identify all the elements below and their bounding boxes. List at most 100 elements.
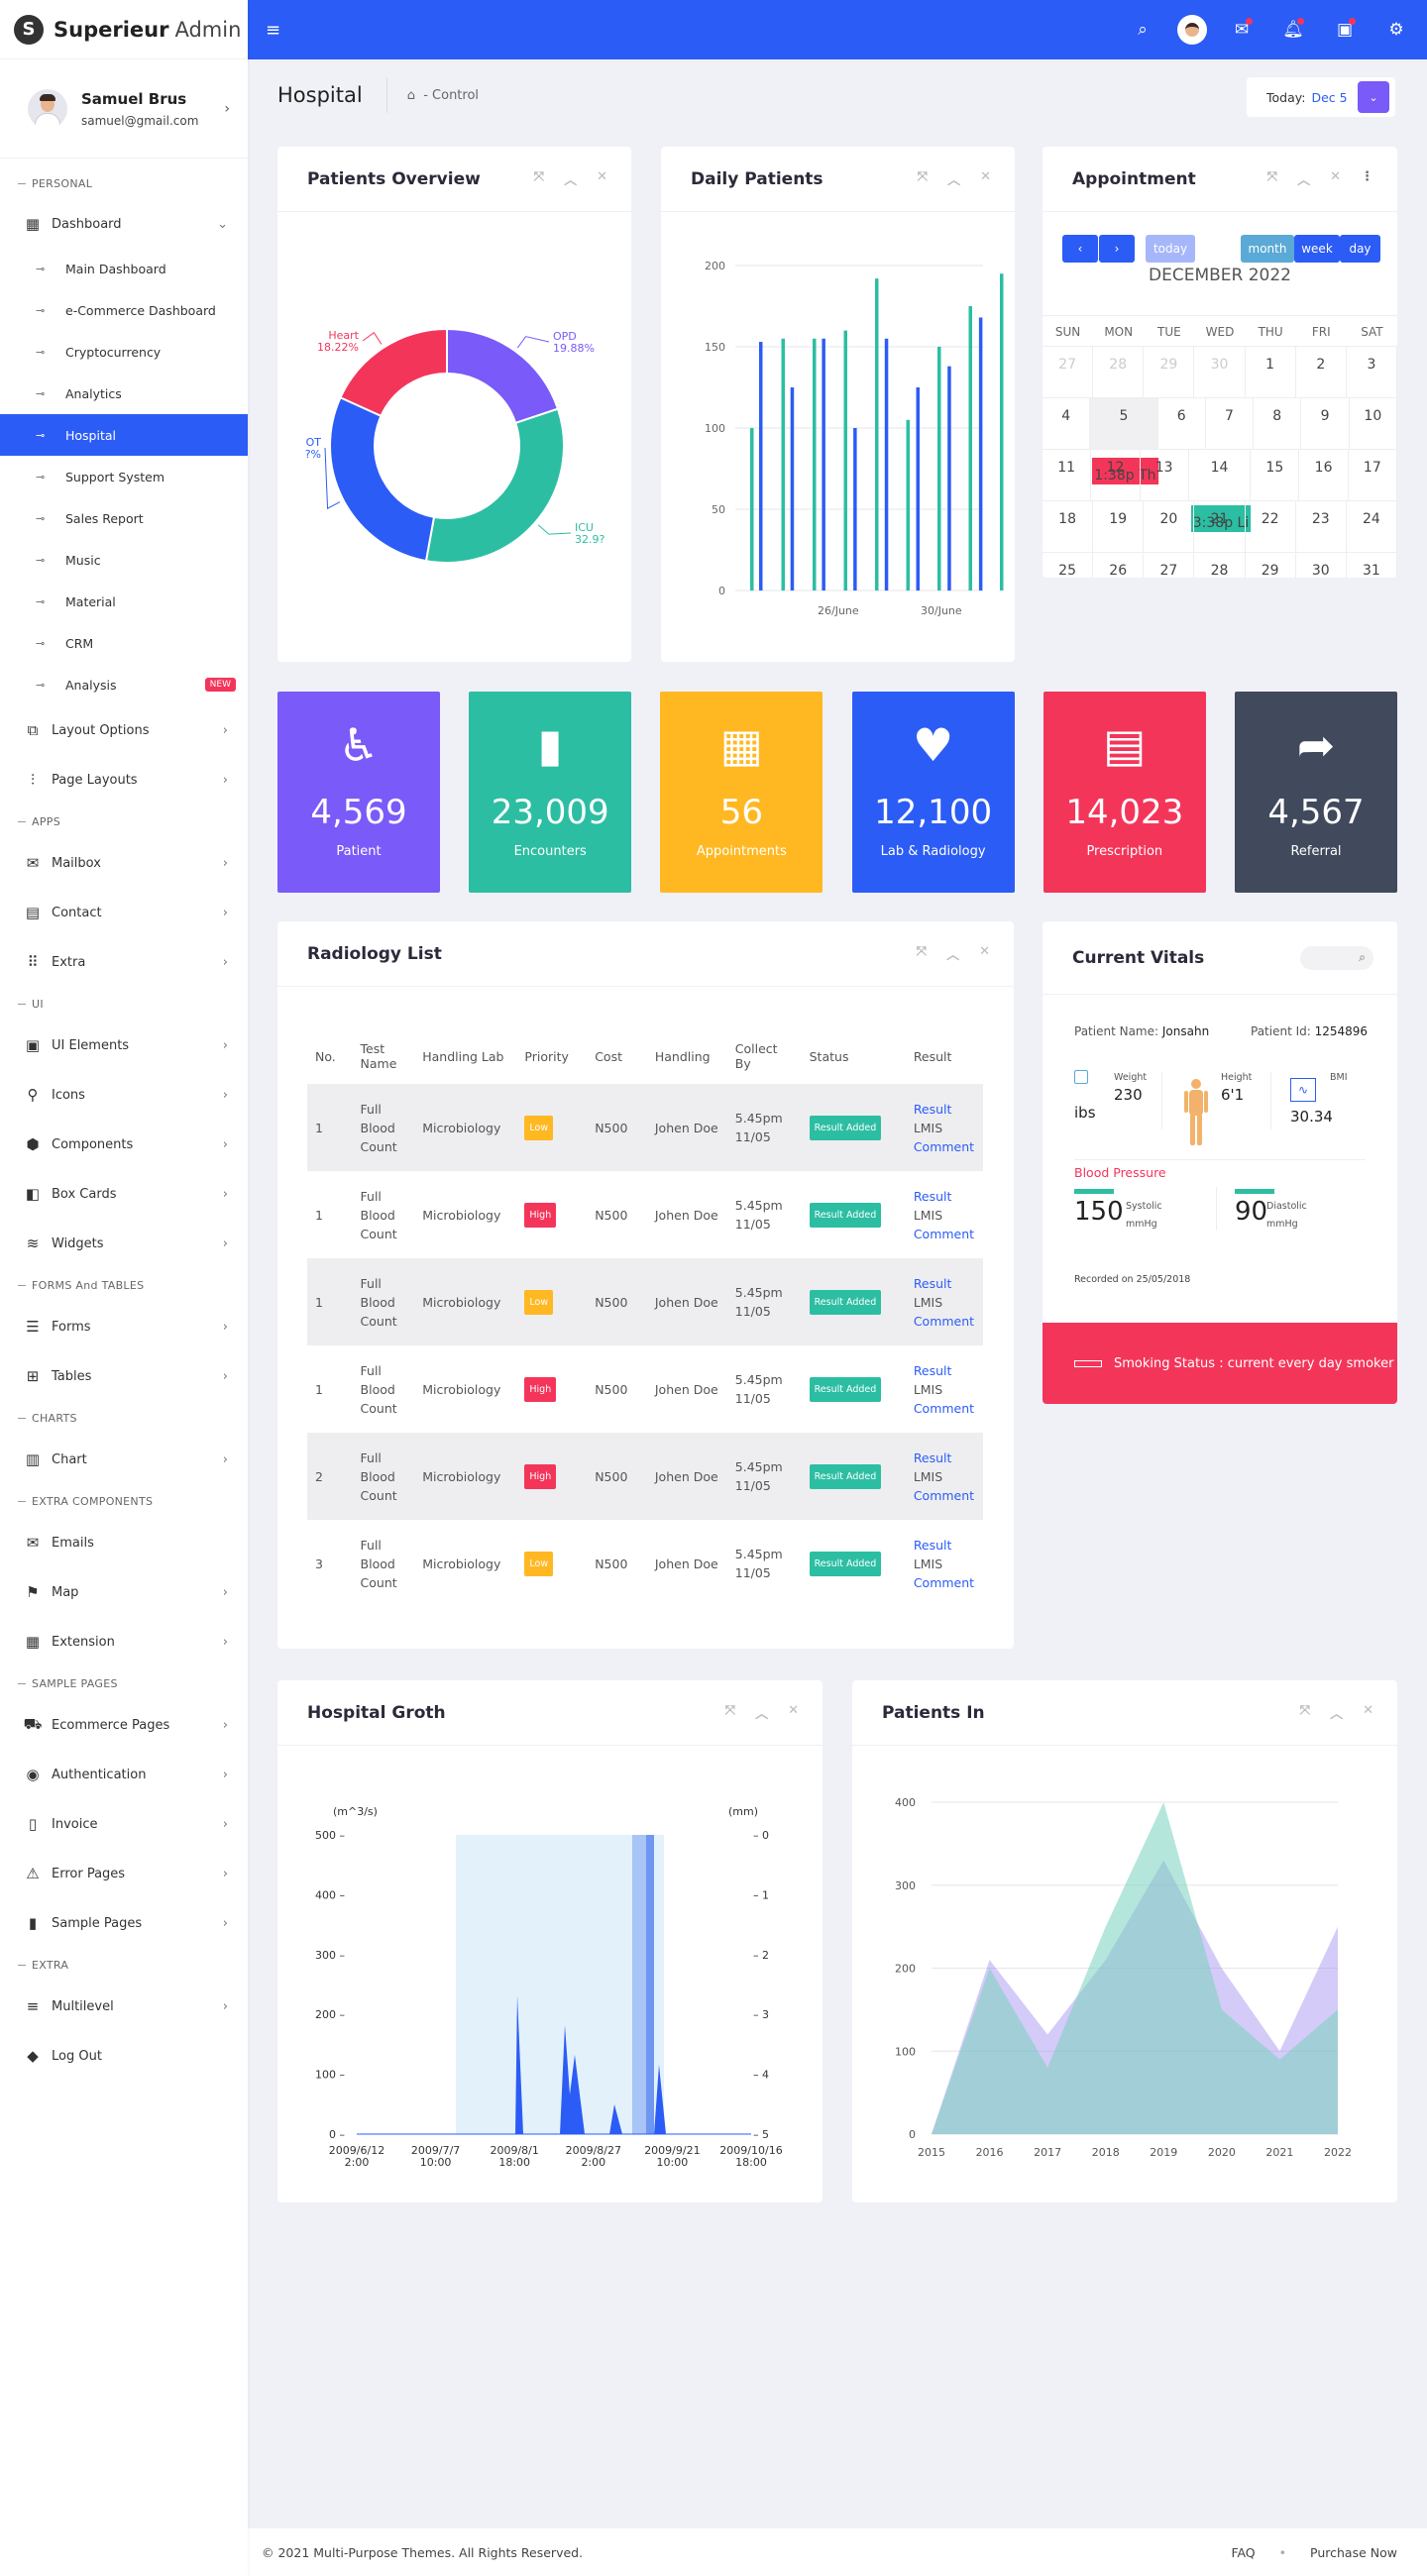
result-link[interactable]: Result <box>913 1275 952 1291</box>
comment-link[interactable]: Comment <box>913 1487 975 1503</box>
brand[interactable]: S Superieur Admin <box>0 0 248 59</box>
calendar-day[interactable]: 3 <box>1347 347 1397 397</box>
avatar[interactable] <box>1177 15 1207 45</box>
calendar-prev-button[interactable]: ‹ <box>1062 235 1098 263</box>
date-picker[interactable]: Today: Dec 5 ⌄ <box>1247 77 1395 117</box>
close-icon[interactable]: ✕ <box>979 944 990 959</box>
calendar-day[interactable]: 4 <box>1043 398 1091 449</box>
sidebar-subitem-material[interactable]: ⊸ Material <box>0 581 248 622</box>
chevron-down-icon[interactable]: ⌄ <box>1358 81 1389 113</box>
expand-icon[interactable]: ⤧ <box>917 169 929 184</box>
calendar-day[interactable]: 27 <box>1144 553 1195 578</box>
stat-tile[interactable]: ▤ 14,023 Prescription <box>1043 692 1206 893</box>
close-icon[interactable]: ✕ <box>980 169 991 184</box>
calendar-day[interactable]: 29 <box>1246 553 1296 578</box>
calendar-day[interactable]: 14 3:38p Li <box>1189 450 1253 532</box>
sidebar-item-error-pages[interactable]: ⚠ Error Pages › <box>0 1849 248 1898</box>
collapse-icon[interactable]: ︿ <box>1297 173 1311 188</box>
sidebar-item-multilevel[interactable]: ≡ Multilevel › <box>0 1982 248 2031</box>
sidebar-item-invoice[interactable]: ▯ Invoice › <box>0 1799 248 1849</box>
calendar-day[interactable]: 24 <box>1347 501 1397 552</box>
sidebar-subitem-ecommerce-dashboard[interactable]: ⊸ e-Commerce Dashboard <box>0 289 248 331</box>
sidebar-subitem-sales-report[interactable]: ⊸ Sales Report <box>0 497 248 539</box>
calendar-day[interactable]: 28 <box>1194 553 1246 578</box>
search-input[interactable]: ⌕ <box>1300 945 1373 970</box>
calendar-day[interactable]: 25 <box>1043 553 1094 578</box>
sidebar-item-extension[interactable]: ▦ Extension › <box>0 1617 248 1666</box>
sidebar-item-authentication[interactable]: ◉ Authentication › <box>0 1750 248 1799</box>
expand-icon[interactable]: ⤧ <box>724 1703 736 1718</box>
calendar-day[interactable]: 30 <box>1194 347 1246 397</box>
calendar-day[interactable]: 1 <box>1246 347 1296 397</box>
sidebar-item-contact[interactable]: ▤ Contact › <box>0 888 248 937</box>
calendar-day[interactable]: 28 <box>1093 347 1145 397</box>
comment-link[interactable]: Comment <box>913 1574 975 1590</box>
close-icon[interactable]: ✕ <box>1330 169 1341 184</box>
faq-link[interactable]: FAQ <box>1231 2544 1256 2560</box>
sidebar-subitem-analytics[interactable]: ⊸ Analytics <box>0 373 248 414</box>
comment-link[interactable]: Comment <box>913 1138 975 1154</box>
sidebar-item-tables[interactable]: ⊞ Tables › <box>0 1351 248 1401</box>
user-profile[interactable]: Samuel Brus samuel@gmail.com › <box>0 59 248 159</box>
close-icon[interactable]: ✕ <box>1363 1703 1373 1718</box>
sidebar-subitem-crm[interactable]: ⊸ CRM <box>0 622 248 664</box>
mail-icon[interactable]: ✉ <box>1225 13 1259 47</box>
calendar-icon[interactable]: ▣ <box>1328 13 1362 47</box>
sidebar-item-sample-pages[interactable]: ▮ Sample Pages › <box>0 1898 248 1948</box>
gear-icon[interactable]: ⚙ <box>1388 20 1404 40</box>
sidebar-item-layout-options[interactable]: ⧉ Layout Options › <box>0 705 248 755</box>
result-link[interactable]: Result <box>913 1188 952 1204</box>
calendar-day[interactable]: 20 <box>1144 501 1195 552</box>
stat-tile[interactable]: ▮ 23,009 Encounters <box>469 692 632 893</box>
calendar-day[interactable]: 27 <box>1043 347 1094 397</box>
calendar-day[interactable]: 26 <box>1093 553 1145 578</box>
sidebar-subitem-main-dashboard[interactable]: ⊸ Main Dashboard <box>0 248 248 289</box>
expand-icon[interactable]: ⤧ <box>533 169 545 184</box>
sidebar-subitem-music[interactable]: ⊸ Music <box>0 539 248 581</box>
comment-link[interactable]: Comment <box>913 1313 975 1329</box>
collapse-icon[interactable]: ︿ <box>946 948 960 963</box>
sidebar-item-log-out[interactable]: ◆ Log Out <box>0 2031 248 2081</box>
calendar-day[interactable]: 19 <box>1093 501 1145 552</box>
calendar-day[interactable]: 13 <box>1141 450 1189 500</box>
calendar-day[interactable]: 16 <box>1299 450 1349 500</box>
collapse-icon[interactable]: ︿ <box>564 173 578 188</box>
stat-tile[interactable]: ♥ 12,100 Lab & Radiology <box>851 692 1015 893</box>
calendar-event[interactable]: 1:38p Th <box>1092 458 1159 484</box>
calendar-day[interactable]: 17 <box>1349 450 1397 500</box>
calendar-week-button[interactable]: week <box>1294 235 1340 263</box>
sidebar-item-forms[interactable]: ☰ Forms › <box>0 1302 248 1351</box>
calendar-day[interactable]: 21 <box>1194 501 1246 552</box>
close-icon[interactable]: ✕ <box>788 1703 799 1718</box>
calendar-day[interactable]: 6 <box>1158 398 1206 449</box>
expand-icon[interactable]: ⤧ <box>916 944 928 959</box>
expand-icon[interactable]: ⤧ <box>1299 1703 1311 1718</box>
sidebar-item-emails[interactable]: ✉ Emails <box>0 1518 248 1567</box>
expand-icon[interactable]: ⤧ <box>1266 169 1278 184</box>
calendar-day[interactable]: 7 <box>1206 398 1255 449</box>
stat-tile[interactable]: ♿︎ 4,569 Patient <box>277 692 440 893</box>
calendar-day-button[interactable]: day <box>1340 235 1380 263</box>
sidebar-item-icons[interactable]: ⚲ Icons › <box>0 1070 248 1120</box>
result-link[interactable]: Result <box>913 1537 952 1553</box>
sidebar-subitem-hospital[interactable]: ⊸ Hospital <box>0 414 248 456</box>
result-link[interactable]: Result <box>913 1362 952 1378</box>
home-icon[interactable]: ⌂ <box>406 87 415 103</box>
sidebar-item-dashboard[interactable]: ▦ Dashboard ⌄ <box>0 200 248 248</box>
sidebar-subitem-support-system[interactable]: ⊸ Support System <box>0 456 248 497</box>
sidebar-item-ecommerce-pages[interactable]: ⛟ Ecommerce Pages › <box>0 1700 248 1750</box>
calendar-day[interactable]: 5 1:38p Th <box>1090 398 1159 484</box>
close-icon[interactable]: ✕ <box>597 169 607 184</box>
comment-link[interactable]: Comment <box>913 1400 975 1416</box>
sidebar-item-chart[interactable]: ▥ Chart › <box>0 1435 248 1484</box>
calendar-month-button[interactable]: month <box>1241 235 1294 263</box>
chevron-right-icon[interactable]: › <box>224 100 230 117</box>
sidebar-item-widgets[interactable]: ≋ Widgets › <box>0 1219 248 1268</box>
calendar-day[interactable]: 18 <box>1043 501 1094 552</box>
calendar-day[interactable]: 11 <box>1043 450 1092 500</box>
collapse-icon[interactable]: ︿ <box>755 1707 769 1722</box>
stat-tile[interactable]: ▦ 56 Appointments <box>660 692 823 893</box>
sidebar-subitem-analysis[interactable]: ⊸ Analysis NEW <box>0 664 248 705</box>
search-icon[interactable]: ⌕ <box>1138 20 1148 40</box>
calendar-day[interactable]: 2 <box>1296 347 1347 397</box>
